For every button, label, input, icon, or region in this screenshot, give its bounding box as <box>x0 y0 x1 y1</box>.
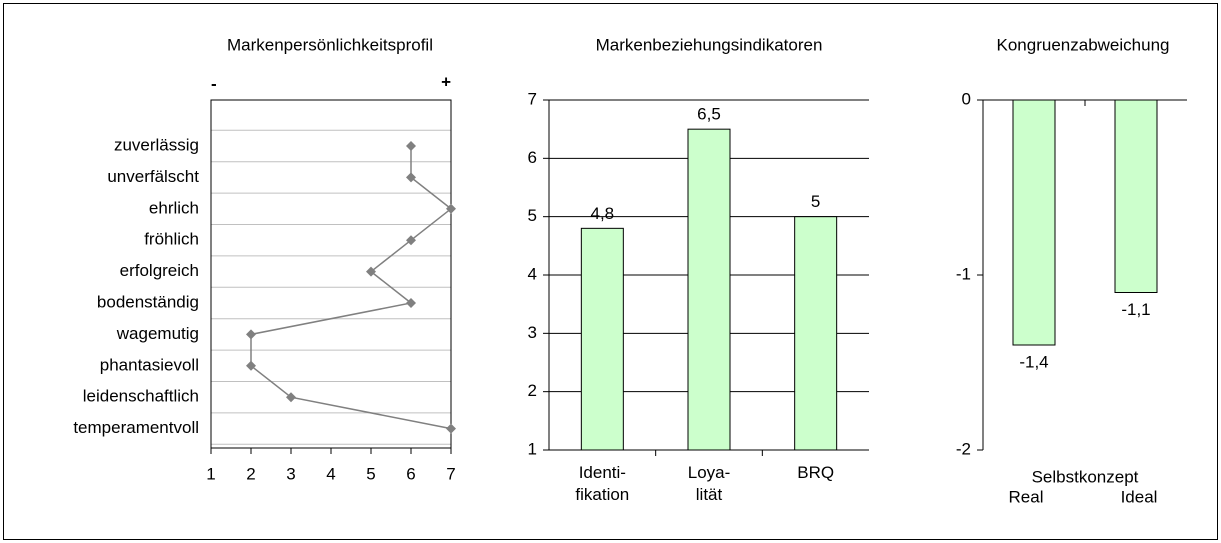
y-tick-label: 5 <box>528 206 537 225</box>
x-tick-label: Identi-fikation <box>575 463 629 504</box>
value-label: 6,5 <box>697 105 721 124</box>
value-label: 4,8 <box>591 204 615 223</box>
value-label: -1,4 <box>1019 352 1048 371</box>
x-tick-label: 4 <box>326 464 335 483</box>
x-tick-label: 6 <box>406 464 415 483</box>
marker <box>446 203 456 214</box>
annotation: - <box>211 74 217 93</box>
marker <box>366 266 376 277</box>
y-tick-label: phantasievoll <box>100 355 199 374</box>
y-tick-label: fröhlich <box>144 230 199 249</box>
y-tick-label: 0 <box>962 89 971 108</box>
marker <box>446 423 456 434</box>
bar <box>580 227 624 451</box>
x-tick-label: BRQ <box>797 463 834 482</box>
chart-title: Markenpersönlichkeitsprofil <box>227 35 433 54</box>
y-tick-label: ehrlich <box>149 198 199 217</box>
y-tick-label: 3 <box>528 323 537 342</box>
y-tick-label: -1 <box>956 264 971 283</box>
y-tick-label: zuverlässig <box>114 135 199 154</box>
bar <box>794 216 838 451</box>
y-tick-label: bodenständig <box>97 292 199 311</box>
y-tick-label: 4 <box>528 264 537 283</box>
marker <box>406 298 416 308</box>
x-tick-label: Loya-lität <box>688 463 731 504</box>
y-tick-label: erfolgreich <box>120 261 199 280</box>
y-tick-label: leidenschaftlich <box>83 387 199 406</box>
x-tick-label: 1 <box>206 464 215 483</box>
y-tick-label: -2 <box>956 439 971 458</box>
marker <box>286 392 296 403</box>
value-label: 5 <box>811 192 820 211</box>
y-tick-label: temperamentvoll <box>73 418 199 437</box>
marker <box>406 235 416 246</box>
bar <box>687 128 731 451</box>
y-tick-label: 2 <box>528 381 537 400</box>
y-tick-label: 7 <box>528 89 537 108</box>
chart-title: Markenbeziehungsindikatoren <box>596 35 823 54</box>
y-tick-label: wagemutig <box>116 324 199 343</box>
x-tick-label: 3 <box>286 464 295 483</box>
x-tick-label: 5 <box>366 464 375 483</box>
annotation: + <box>441 72 451 91</box>
y-tick-label: 1 <box>528 439 537 458</box>
x-tick-label: 2 <box>246 464 255 483</box>
y-tick-label: unverfälscht <box>107 167 199 186</box>
x-tick-label: Real <box>1009 487 1044 506</box>
value-label: -1,1 <box>1121 300 1150 319</box>
marker <box>406 172 416 183</box>
x-tick-label: 7 <box>446 464 455 483</box>
x-axis-label: Selbstkonzept <box>1032 467 1139 486</box>
line <box>250 146 453 430</box>
y-tick-label: 6 <box>528 148 537 167</box>
marker <box>246 360 256 371</box>
chart-title: Kongruenzabweichung <box>997 35 1170 54</box>
x-tick-label: Ideal <box>1121 487 1158 506</box>
marker <box>406 141 416 151</box>
marker <box>246 329 256 340</box>
bar <box>1114 99 1158 293</box>
bar <box>1012 99 1056 346</box>
